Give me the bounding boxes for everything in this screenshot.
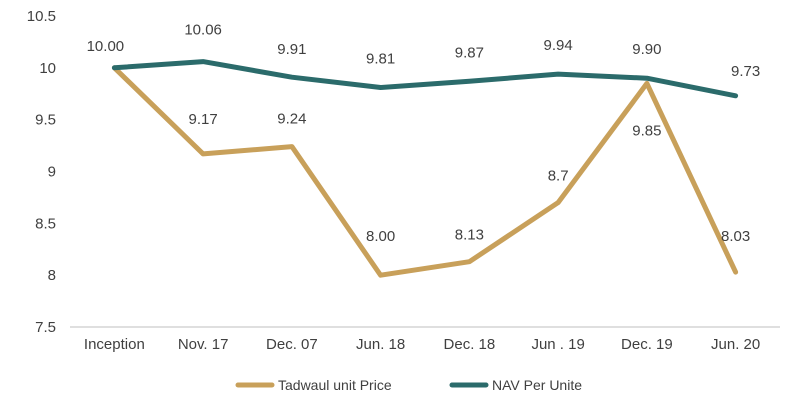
data-label: 9.73	[731, 63, 760, 80]
y-tick-label: 10	[39, 60, 56, 77]
series-group	[111, 59, 739, 278]
data-label: 9.85	[632, 122, 661, 139]
x-tick-label: Inception	[84, 336, 145, 353]
x-tick-label: Dec. 07	[266, 336, 318, 353]
x-tick-label: Dec. 18	[444, 336, 496, 353]
y-tick-label: 9.5	[35, 112, 56, 129]
data-label: 8.03	[721, 228, 750, 245]
data-label: 8.13	[455, 227, 484, 244]
x-tick-label: Jun . 19	[531, 336, 584, 353]
legend: Tadwaul unit Price NAV Per Unite	[235, 377, 582, 393]
data-labels: 9.17 9.24 8.00 8.13 8.7 9.85 8.03 10.00 10.06 9.9…	[87, 22, 761, 246]
series-line-1	[111, 59, 739, 99]
data-label: 8.7	[548, 168, 569, 185]
x-tick-label: Dec. 19	[621, 336, 673, 353]
data-label: 8.00	[366, 228, 395, 245]
data-label: 9.91	[277, 41, 306, 58]
y-tick-label: 9	[48, 164, 56, 181]
x-tick-label: Nov. 17	[178, 336, 229, 353]
x-tick-label: Jun. 18	[356, 336, 405, 353]
data-label: 10.00	[87, 38, 125, 55]
data-label: 9.94	[544, 37, 573, 54]
y-tick-label: 8	[48, 267, 56, 284]
series-line-0	[111, 65, 739, 278]
data-label: 9.81	[366, 51, 395, 68]
legend-label: Tadwaul unit Price	[278, 377, 392, 393]
data-label: 9.87	[455, 44, 484, 61]
data-label: 9.90	[632, 41, 661, 58]
y-tick-label: 8.5	[35, 215, 56, 232]
data-label: 10.06	[184, 22, 222, 39]
data-label: 9.17	[189, 111, 218, 128]
data-label: 9.24	[277, 111, 306, 128]
x-tick-label: Jun. 20	[711, 336, 760, 353]
y-tick-label: 7.5	[35, 319, 56, 336]
legend-label: NAV Per Unite	[492, 377, 582, 393]
y-tick-label: 10.5	[27, 8, 56, 25]
axes: 7.5 8 8.5 9 9.5 10 10.5 Inception Nov. 17 Dec. 07…	[27, 8, 780, 353]
